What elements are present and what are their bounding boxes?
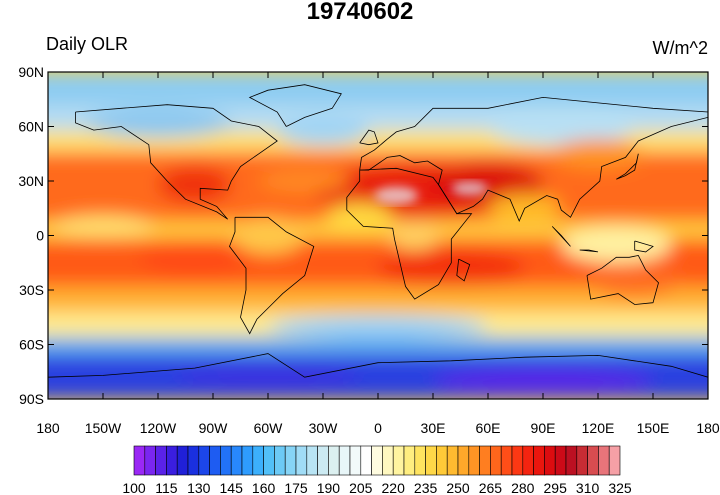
x-tick-label: 120W — [140, 420, 177, 436]
colorbar-label: 205 — [349, 480, 373, 495]
colorbar-label: 220 — [382, 480, 406, 495]
y-tick-label: 90S — [19, 391, 44, 407]
colorbar-box — [554, 445, 567, 476]
colorbar-box — [436, 445, 448, 476]
colorbar-box — [166, 445, 178, 476]
colorbar-box — [176, 445, 189, 476]
colorbar-box — [349, 445, 362, 476]
colorbar-box — [382, 445, 394, 476]
y-tick-label: 90N — [18, 64, 44, 80]
y-tick-label: 30N — [18, 173, 44, 189]
colorbar-box — [500, 445, 513, 476]
x-tick-label: 180 — [696, 420, 720, 436]
variable-label: Daily OLR — [46, 34, 129, 54]
colorbar-box — [360, 445, 372, 476]
colorbar-box — [544, 445, 556, 476]
colorbar-boxes: 100 115 130 145 160 175 190 205 220 235 250 265 280 2… — [122, 445, 632, 495]
x-tick-label: 150E — [637, 420, 670, 436]
colorbar-box — [587, 445, 599, 476]
colorbar-box — [252, 445, 264, 476]
colorbar-label: 235 — [414, 480, 438, 495]
x-tick-label: 180 — [36, 420, 60, 436]
colorbar-box — [565, 445, 578, 476]
colorbar-box — [533, 445, 545, 476]
colorbar-box — [187, 445, 200, 476]
colorbar-label: 250 — [446, 480, 470, 495]
x-tick-label: 90W — [199, 420, 229, 436]
colorbar-box — [230, 445, 243, 476]
y-tick-label: 30S — [19, 282, 44, 298]
colorbar-box — [425, 445, 437, 476]
plot-title: 19740602 — [306, 0, 414, 25]
x-tick-label: 0 — [374, 420, 382, 436]
colorbar-box — [263, 445, 275, 476]
colorbar-box — [209, 445, 221, 476]
colorbar-box — [274, 445, 286, 476]
colorbar-box — [338, 445, 351, 476]
colorbar-box — [457, 445, 470, 476]
colorbar-label: 130 — [187, 480, 211, 495]
colorbar-box — [295, 445, 308, 476]
colorbar-box — [511, 445, 524, 476]
x-tick-label: 60E — [476, 420, 501, 436]
colorbar-label: 295 — [544, 480, 568, 495]
colorbar-box — [522, 445, 534, 476]
x-tick-label: 150W — [85, 420, 122, 436]
colorbar-label: 325 — [608, 480, 632, 495]
x-tick-label: 60W — [254, 420, 284, 436]
colorbar-box — [598, 445, 610, 476]
colorbar-label: 310 — [576, 480, 600, 495]
x-tick-label: 90E — [531, 420, 556, 436]
colorbar-box — [490, 445, 502, 476]
colorbar-label: 145 — [220, 480, 244, 495]
y-tick-label: 60S — [19, 337, 44, 353]
colorbar-box — [306, 445, 318, 476]
colorbar-box — [608, 445, 621, 476]
colorbar-label: 100 — [122, 480, 146, 495]
colorbar-box — [284, 445, 297, 476]
colorbar-box — [446, 445, 459, 476]
colorbar-box — [317, 445, 329, 476]
colorbar-label: 280 — [511, 480, 535, 495]
x-tick-label: 120E — [582, 420, 615, 436]
colorbar-box — [133, 445, 146, 476]
colorbar-label: 115 — [155, 480, 178, 495]
colorbar-box — [198, 445, 210, 476]
colorbar-box — [371, 445, 383, 476]
colorbar-box — [155, 445, 167, 476]
colorbar-box — [144, 445, 156, 476]
colorbar-box — [414, 445, 426, 476]
y-tick-label: 60N — [18, 119, 44, 135]
colorbar-box — [403, 445, 416, 476]
colorbar-label: 265 — [479, 480, 503, 495]
y-tick-label: 0 — [36, 228, 44, 244]
map-ticks: 90N 60N 30N 0 30S 60S 90S 180 150W 120W 90W 60W 30W 0… — [18, 64, 720, 436]
colorbar-box — [241, 445, 254, 476]
colorbar-box — [468, 445, 480, 476]
colorbar-box — [220, 445, 232, 476]
colorbar-box — [392, 445, 405, 476]
colorbar-label: 160 — [252, 480, 276, 495]
x-tick-label: 30E — [421, 420, 446, 436]
colorbar-box — [576, 445, 588, 476]
units-label: W/m^2 — [652, 38, 708, 58]
colorbar-label: 175 — [284, 480, 308, 495]
olr-field — [48, 72, 708, 399]
colorbar-box — [328, 445, 340, 476]
colorbar-label: 190 — [317, 480, 341, 495]
coastlines — [48, 84, 708, 378]
x-tick-label: 30W — [309, 420, 339, 436]
colorbar-box — [479, 445, 491, 476]
